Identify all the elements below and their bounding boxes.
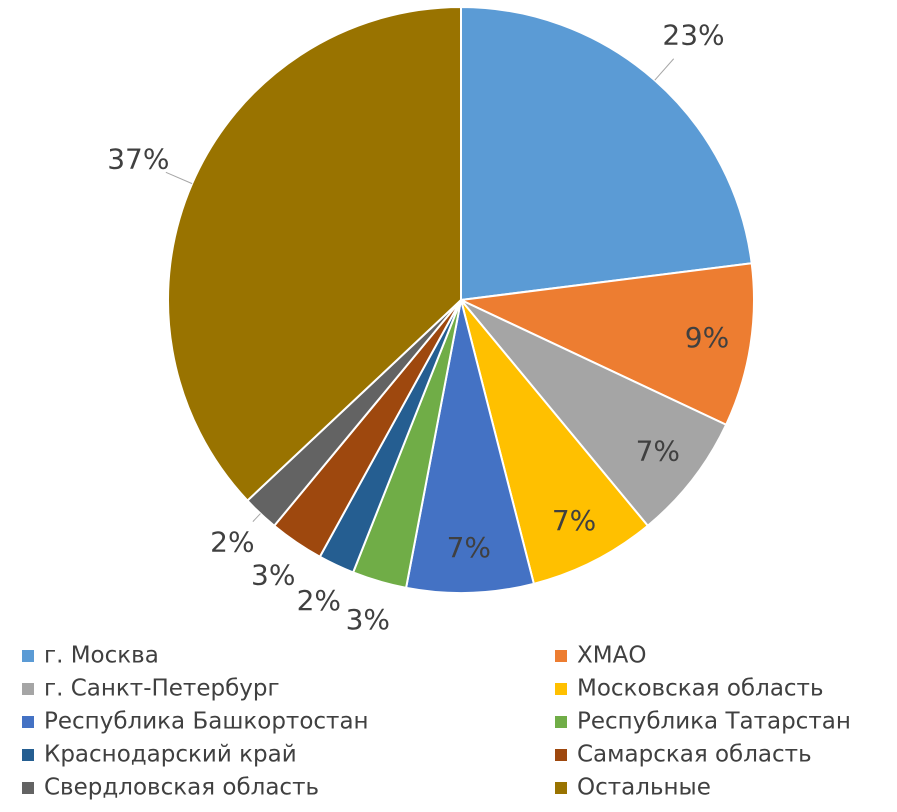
- legend-label: г. Москва: [44, 643, 159, 669]
- data-label: 37%: [107, 142, 169, 175]
- legend-swatch: [555, 716, 567, 728]
- legend-label: Краснодарский край: [44, 742, 297, 768]
- data-label: 7%: [636, 435, 680, 468]
- legend-swatch: [22, 650, 34, 662]
- pie-slice: [460, 299, 650, 586]
- data-label: 9%: [685, 321, 729, 354]
- legend-swatch: [22, 716, 34, 728]
- legend-label: Свердловская область: [44, 775, 319, 801]
- leader-line: [654, 58, 675, 81]
- pie-slice: [404, 299, 536, 594]
- legend-swatch: [555, 749, 567, 761]
- pie-slice: [167, 5, 462, 502]
- leader-line: [252, 513, 261, 522]
- legend-swatch: [22, 749, 34, 761]
- legend-swatch: [22, 683, 34, 695]
- legend-label: Остальные: [577, 775, 711, 801]
- legend-label: Республика Башкортостан: [44, 709, 369, 735]
- data-label: 3%: [346, 603, 390, 636]
- data-label: 23%: [662, 18, 724, 51]
- legend-label: г. Санкт-Петербург: [44, 676, 280, 702]
- legend-swatch: [555, 782, 567, 794]
- data-label: 7%: [447, 531, 491, 564]
- legend-label: ХМАО: [577, 643, 646, 669]
- legend-label: Самарская область: [577, 742, 812, 768]
- legend-label: Московская область: [577, 676, 824, 702]
- legend-swatch: [22, 782, 34, 794]
- leader-line: [165, 171, 193, 185]
- data-label: 2%: [297, 584, 341, 617]
- pie-slice: [460, 299, 728, 528]
- data-label: 7%: [552, 504, 596, 537]
- legend-swatch: [555, 683, 567, 695]
- data-label: 2%: [210, 525, 254, 558]
- pie-slice: [457, 262, 755, 427]
- legend-swatch: [555, 650, 567, 662]
- data-label: 3%: [251, 558, 295, 591]
- legend-label: Республика Татарстан: [577, 709, 851, 735]
